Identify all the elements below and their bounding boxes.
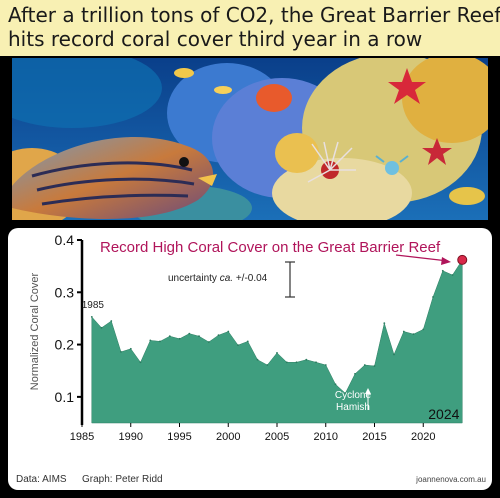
data-point-1995 (178, 337, 181, 340)
data-point-2006 (285, 361, 288, 364)
data-point-1994 (168, 335, 171, 338)
data-point-1997 (198, 335, 200, 338)
reef-photo (12, 58, 488, 220)
data-point-2012 (344, 392, 347, 395)
data-source: Data: AIMS (16, 474, 67, 485)
data-point-2016 (383, 322, 386, 324)
data-point-1996 (188, 332, 191, 335)
data-point-1992 (149, 339, 152, 342)
data-point-1988 (110, 320, 113, 322)
data-point-2000 (227, 330, 230, 333)
chart-canvas: 0.1 0.2 0.3 0.4 1985 1990 1995 2000 2005 2010 201… (16, 232, 486, 485)
highlight-arrow-head (441, 257, 451, 265)
data-point-2010 (324, 364, 327, 366)
y-tick-label-0.4: 0.4 (55, 232, 75, 248)
data-point-2009 (315, 361, 317, 364)
data-point-1987 (100, 326, 103, 329)
y-tick-label-0.3: 0.3 (55, 284, 75, 300)
y-axis-title: Normalized Coral Cover (29, 272, 41, 390)
x-tick-label-2015: 2015 (362, 431, 386, 443)
x-tick-label-2020: 2020 (411, 431, 435, 443)
x-tick-label-1995: 1995 (167, 431, 191, 443)
cyclone-label-line-1: Cyclone (335, 390, 372, 401)
uncertainty-bar (285, 261, 295, 298)
headline-line-1: After a trillion tons of CO2, the Great … (8, 3, 500, 27)
start-year-label: 1985 (82, 300, 105, 311)
data-point-2023 (451, 274, 454, 276)
data-point-2008 (305, 358, 308, 361)
x-tick-label-2010: 2010 (314, 431, 338, 443)
x-tick-label-2000: 2000 (216, 431, 240, 443)
x-tick-label-2005: 2005 (265, 431, 289, 443)
record-high-marker (457, 254, 468, 265)
data-points (90, 259, 464, 395)
data-point-2002 (246, 340, 249, 343)
tang-fish-icon (12, 137, 217, 219)
x-tick-label-1990: 1990 (119, 431, 143, 443)
lionfish-icon (307, 141, 356, 183)
x-tick-label-1985: 1985 (70, 431, 94, 443)
data-point-1989 (120, 351, 122, 353)
y-tick-label-0.2: 0.2 (55, 337, 75, 353)
coral-cover-area (91, 259, 463, 424)
data-point-2019 (412, 333, 415, 335)
data-point-1991 (139, 361, 142, 364)
data-point-2013 (354, 373, 356, 375)
data-point-2017 (393, 353, 395, 356)
data-point-2005 (276, 352, 278, 354)
data-point-1990 (129, 347, 132, 350)
graph-credit: Graph: Peter Ridd (82, 474, 163, 485)
data-point-2018 (402, 330, 405, 333)
y-tick-label-0.1: 0.1 (55, 389, 75, 405)
data-point-1986 (90, 316, 93, 318)
highlight-arrow (395, 254, 449, 262)
data-point-2011 (334, 383, 337, 386)
data-point-2007 (295, 361, 298, 364)
coral-cover-chart: 0.1 0.2 0.3 0.4 1985 1990 1995 2000 2005 2010 201… (8, 228, 492, 490)
cyclone-arrow-icon (365, 388, 371, 410)
website-credit: joannenova.com.au (415, 475, 486, 484)
cyclone-label-line-2: Hamish (336, 402, 370, 413)
data-point-2004 (266, 364, 269, 366)
uncertainty-note: uncertainty ca. +/-0.04 (168, 273, 268, 284)
data-point-2014 (363, 364, 366, 366)
end-year-label: 2024 (428, 406, 459, 422)
y-ticks: 0.1 0.2 0.3 0.4 (55, 232, 82, 405)
data-point-2001 (237, 344, 239, 346)
data-point-2022 (441, 269, 444, 272)
small-fish-icon (174, 68, 485, 205)
data-point-2021 (432, 296, 434, 298)
data-point-1999 (217, 334, 220, 337)
headline-banner: After a trillion tons of CO2, the Great … (0, 0, 500, 56)
data-point-1998 (207, 341, 210, 343)
data-point-2015 (373, 365, 376, 367)
x-ticks: 1985 1990 1995 2000 2005 2010 2015 2020 (70, 423, 435, 443)
headline-line-2: hits record coral cover third year in a … (8, 27, 423, 51)
data-point-2020 (422, 328, 425, 331)
crab-icon (375, 155, 409, 175)
data-point-1993 (159, 340, 161, 343)
chart-title: Record High Coral Cover on the Great Bar… (100, 239, 441, 256)
reef-illustration (12, 58, 488, 220)
data-point-2003 (256, 358, 259, 361)
